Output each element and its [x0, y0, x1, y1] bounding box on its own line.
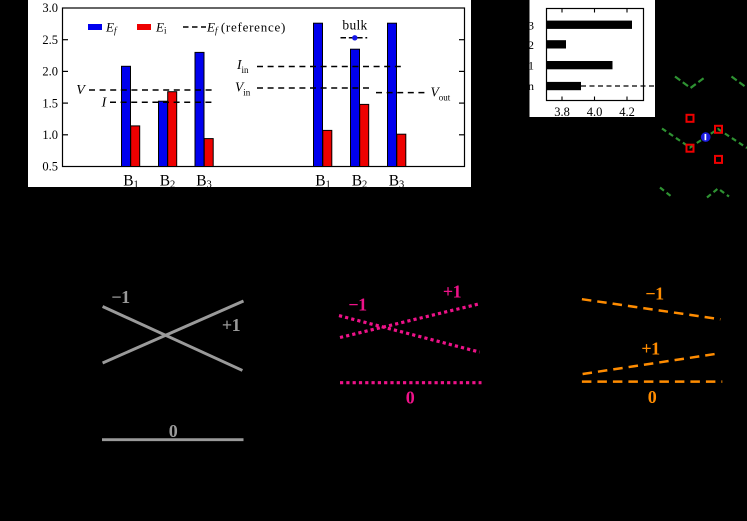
svg-text:−1: −1 [348, 295, 367, 315]
svg-text:2: 2 [528, 38, 534, 52]
svg-text:−1: −1 [111, 287, 130, 307]
svg-text:+1: +1 [443, 282, 462, 302]
svg-text:+1: +1 [641, 339, 660, 359]
svg-text:0: 0 [169, 421, 178, 441]
svg-text:1.5: 1.5 [42, 96, 58, 110]
svg-text:3.8: 3.8 [554, 105, 570, 119]
svg-text:1.0: 1.0 [42, 128, 58, 142]
svg-text:2.0: 2.0 [42, 65, 58, 79]
svg-text:2.5: 2.5 [42, 33, 58, 47]
svg-text:V: V [76, 83, 86, 98]
svg-text:I: I [101, 96, 108, 111]
svg-text:−1: −1 [645, 284, 664, 304]
svg-text:0.5: 0.5 [42, 160, 58, 174]
svg-text:0: 0 [406, 388, 415, 408]
svg-text:1: 1 [528, 59, 534, 73]
svg-text:n: n [528, 79, 534, 93]
svg-text:3.0: 3.0 [42, 1, 58, 15]
svg-text:0: 0 [648, 387, 657, 407]
svg-text:Ei: Ei [155, 20, 167, 36]
svg-text:3: 3 [528, 18, 534, 32]
svg-text:4.0: 4.0 [587, 105, 603, 119]
svg-text:bulk: bulk [342, 18, 367, 33]
svg-text:Ef (reference): Ef (reference) [206, 20, 286, 36]
svg-text:+1: +1 [222, 315, 241, 335]
svg-text:4.2: 4.2 [619, 105, 635, 119]
